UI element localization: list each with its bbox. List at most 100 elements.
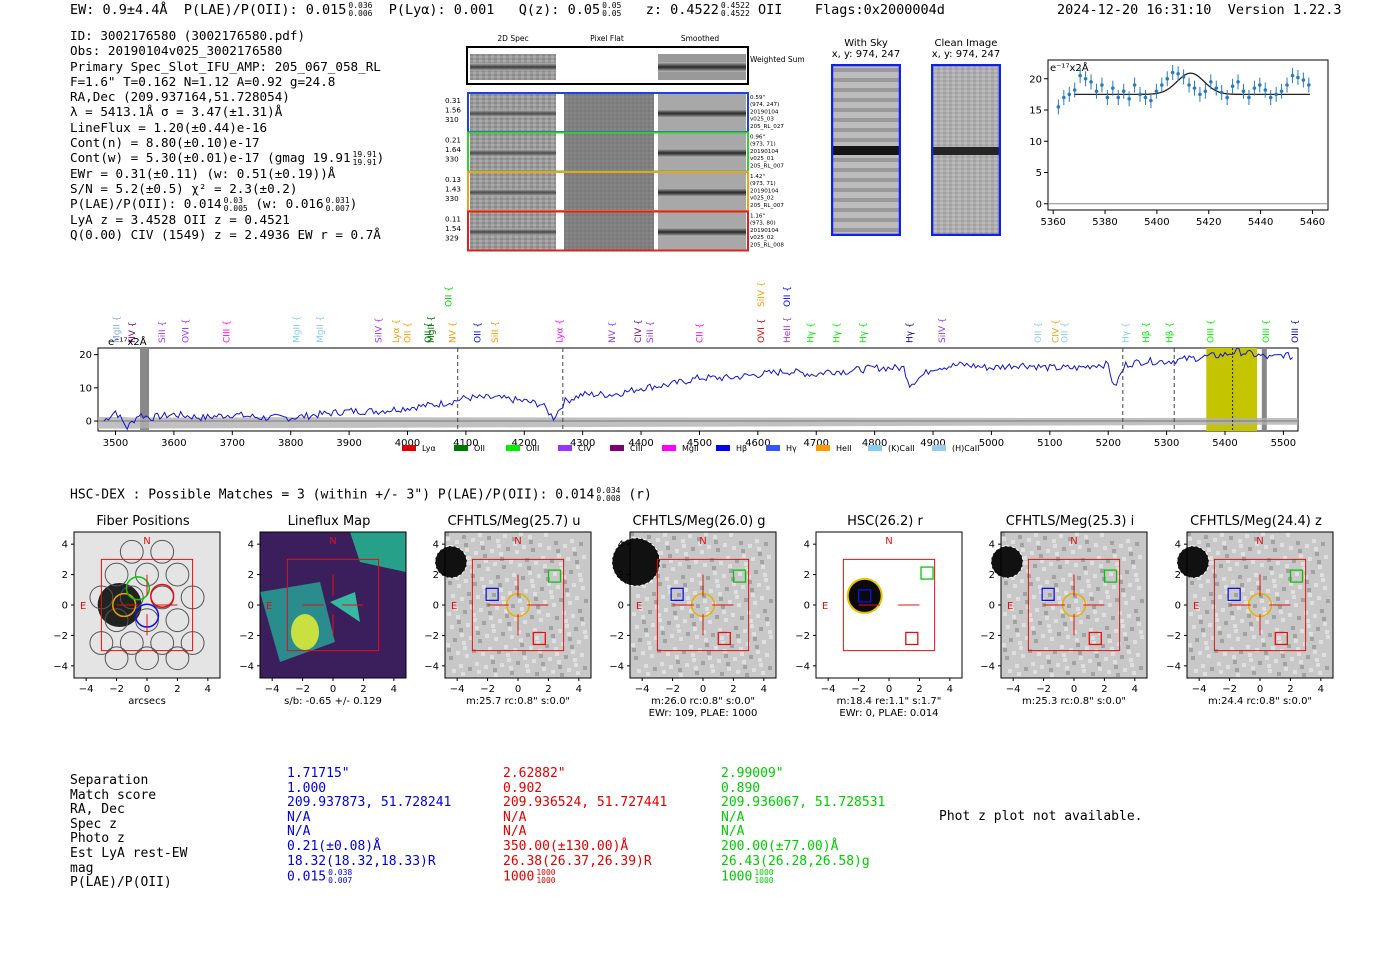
noise-pixel <box>722 610 726 614</box>
noise-pixel <box>1299 660 1303 664</box>
noise-pixel <box>1199 584 1203 588</box>
noise-pixel <box>552 639 556 643</box>
noise-pixel <box>743 665 747 669</box>
noise-pixel <box>1002 643 1006 647</box>
noise-pixel <box>749 655 753 659</box>
noise-pixel <box>1069 648 1073 652</box>
info-ewr: EWr = 0.31(±0.11) (w: 0.51(±0.19))Å <box>70 165 336 181</box>
noise-pixel <box>530 579 534 583</box>
noise-pixel <box>1241 588 1245 592</box>
noise-pixel <box>491 624 495 628</box>
noise-pixel <box>447 612 451 616</box>
noise-pixel <box>632 612 636 616</box>
fiber-circle <box>150 631 175 655</box>
panel-xtick-label: −2 <box>480 684 495 695</box>
sky-band <box>831 188 901 192</box>
panel-xtick-label: 0 <box>144 684 150 695</box>
noise-pixel <box>1122 593 1126 597</box>
noise-pixel <box>1112 549 1116 553</box>
noise-pixel <box>475 662 479 666</box>
noise-pixel <box>642 584 646 588</box>
noise-pixel <box>1116 673 1120 677</box>
noise-pixel <box>686 596 690 600</box>
cutout-row-meta: 20190104 <box>750 228 779 234</box>
noise-pixel <box>1284 667 1288 671</box>
sky-band <box>831 128 901 132</box>
noise-pixel <box>1074 599 1078 603</box>
panel-xtick-label: −2 <box>109 684 124 695</box>
noise-pixel <box>1271 646 1275 650</box>
noise-pixel <box>1015 628 1019 632</box>
noise-pixel <box>1285 600 1289 604</box>
noise-pixel <box>1085 540 1089 544</box>
main-ytick-label: 0 <box>86 417 92 428</box>
header-plya: P(Lyα): 0.001 <box>388 2 495 18</box>
m1-photoz: N/A <box>287 824 311 840</box>
noise-pixel <box>559 562 563 566</box>
zoom-point <box>1247 95 1251 100</box>
noise-pixel <box>1107 634 1111 638</box>
noise-pixel <box>1226 559 1230 563</box>
noise-pixel <box>547 582 551 586</box>
m3-plae-row: 1000 1000 1000 <box>721 869 885 885</box>
noise-pixel <box>1308 593 1312 597</box>
spectral-line-label: OII { <box>1034 322 1044 343</box>
noise-pixel <box>512 537 516 541</box>
noise-pixel <box>674 616 678 620</box>
panel-ytick-label: −4 <box>53 661 68 672</box>
noise-pixel <box>572 583 576 587</box>
noise-pixel <box>477 564 481 568</box>
noise-pixel <box>744 562 748 566</box>
noise-pixel <box>1309 668 1313 672</box>
noise-pixel <box>528 571 532 575</box>
noise-pixel <box>729 533 733 537</box>
cutout-2d-streak <box>470 149 556 157</box>
legend-label: HeII <box>836 444 852 453</box>
zoom-point <box>1072 88 1077 92</box>
noise-pixel <box>490 549 494 553</box>
zoom-xtick-label: 5380 <box>1092 217 1117 228</box>
header-qz-lo: 0.05 <box>602 9 622 18</box>
match-marker-green <box>547 569 562 583</box>
panel-ytick-label: 4 <box>989 540 995 551</box>
noise-pixel <box>495 606 499 610</box>
noise-pixel <box>1318 671 1322 675</box>
noise-pixel <box>1009 638 1013 642</box>
noise-pixel <box>724 618 728 622</box>
noise-pixel <box>1306 619 1310 623</box>
noise-pixel <box>646 672 650 676</box>
noise-pixel <box>505 578 509 582</box>
zoom-point <box>1307 83 1311 87</box>
noise-pixel <box>1234 629 1238 633</box>
noise-pixel <box>563 580 567 584</box>
zoom-unit-label: e⁻¹⁷x2Å <box>1050 61 1089 74</box>
noise-pixel <box>751 557 755 561</box>
noise-pixel <box>446 537 450 541</box>
noise-pixel <box>1307 624 1311 628</box>
noise-pixel <box>1220 533 1224 537</box>
noise-pixel <box>1138 555 1142 559</box>
panel-ytick-label: 4 <box>62 540 68 551</box>
noise-pixel <box>642 620 646 624</box>
noise-pixel <box>711 669 715 673</box>
noise-pixel <box>1292 595 1296 599</box>
noise-pixel <box>1226 665 1230 669</box>
noise-pixel <box>734 590 738 594</box>
noise-pixel <box>1115 598 1119 602</box>
noise-pixel <box>1210 561 1214 565</box>
masked-region <box>1261 348 1267 431</box>
m3-radec: 209.936067, 51.728531 <box>721 795 886 811</box>
noise-pixel <box>450 625 454 629</box>
noise-pixel <box>709 589 713 593</box>
noise-pixel <box>456 615 460 619</box>
noise-pixel <box>1003 648 1007 652</box>
noise-pixel <box>1140 635 1144 639</box>
noise-pixel <box>1072 661 1076 665</box>
panel-caption: m:26.0 rc:0.8" s:0.0" <box>651 696 755 707</box>
sky-band <box>831 228 901 232</box>
legend-label: Hβ <box>736 444 747 453</box>
zoom-ytick-label: 10 <box>1030 137 1042 148</box>
noise-pixel <box>1285 564 1289 568</box>
noise-pixel <box>1127 650 1131 654</box>
